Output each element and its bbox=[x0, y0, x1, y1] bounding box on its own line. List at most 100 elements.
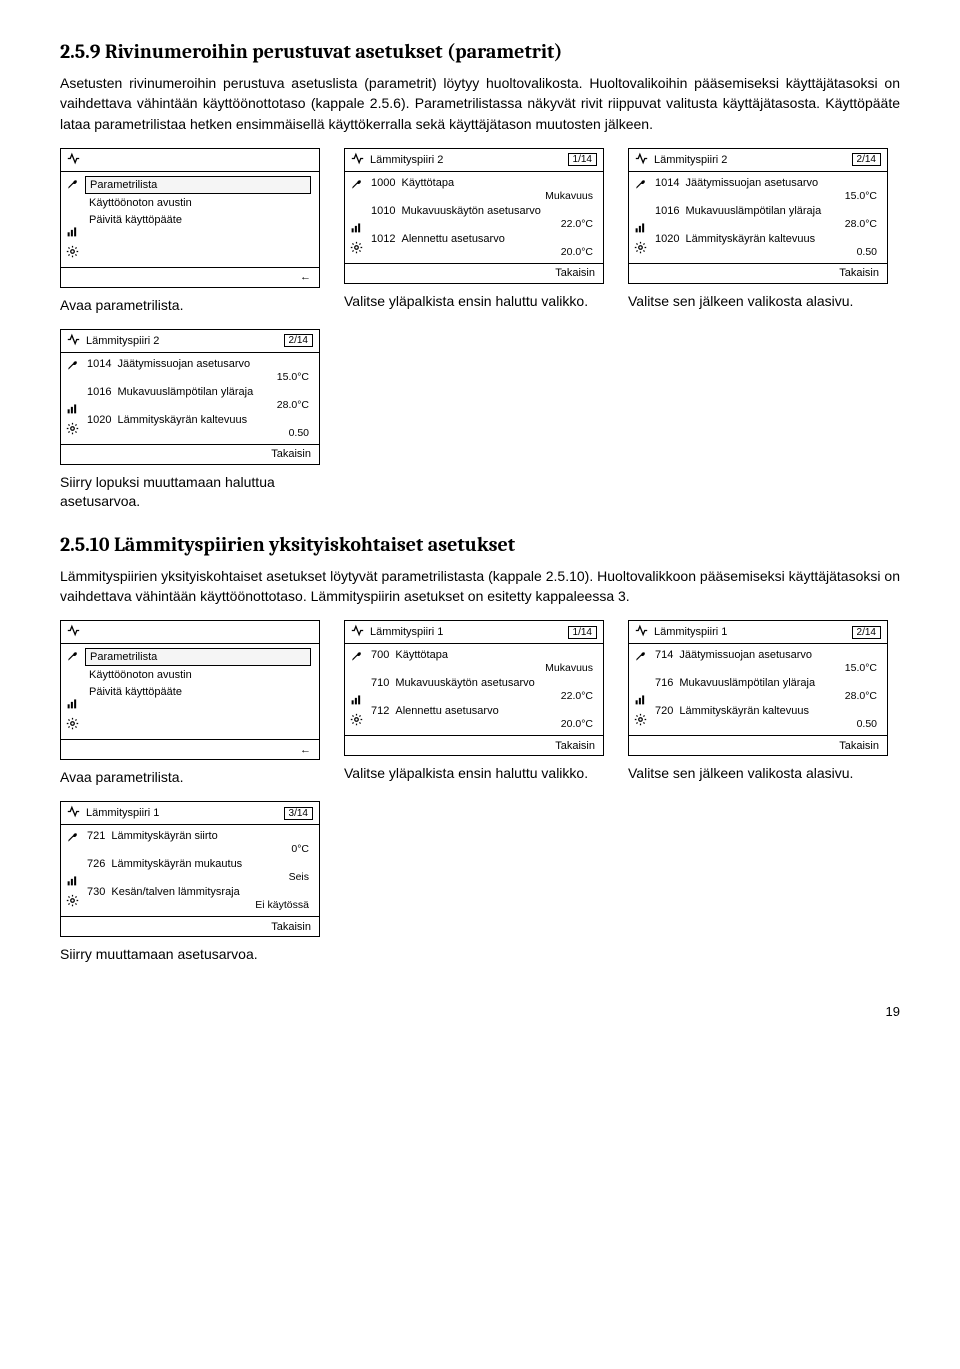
param-code: 720 bbox=[655, 705, 673, 717]
param-row[interactable]: 1000Käyttötapa bbox=[369, 176, 595, 190]
param-code: 1020 bbox=[655, 233, 679, 245]
param-label: Mukavuuslämpötilan yläraja bbox=[673, 677, 877, 689]
back-button[interactable]: Takaisin bbox=[271, 448, 311, 460]
wrench-icon bbox=[350, 177, 363, 195]
param-label: Lämmityskäyrän mukautus bbox=[105, 858, 309, 870]
param-row[interactable]: 1016Mukavuuslämpötilan yläraja bbox=[653, 204, 879, 218]
panel-lp2-p2-b: Lämmityspiiri 2 2/14 1014Jäätymissuojan … bbox=[60, 329, 320, 465]
back-button[interactable]: Takaisin bbox=[555, 740, 595, 752]
param-code: 700 bbox=[371, 649, 389, 661]
param-label: Käyttötapa bbox=[395, 177, 593, 189]
param-row[interactable]: 1020Lämmityskäyrän kaltevuus bbox=[653, 232, 879, 246]
pulse-icon bbox=[67, 805, 80, 821]
param-row[interactable]: 716Mukavuuslämpötilan yläraja bbox=[653, 676, 879, 690]
back-button[interactable]: Takaisin bbox=[555, 267, 595, 279]
caption-valitse-yla-2: Valitse yläpalkista ensin haluttu valikk… bbox=[344, 764, 604, 783]
param-value: 15.0°C bbox=[85, 371, 311, 383]
wrench-icon bbox=[350, 649, 363, 667]
bars-icon bbox=[66, 696, 79, 714]
panel-lp1-p2: Lämmityspiiri 1 2/14 714Jäätymissuojan a… bbox=[628, 620, 888, 756]
param-label: Mukavuuslämpötilan yläraja bbox=[679, 205, 877, 217]
param-label: Jäätymissuojan asetusarvo bbox=[111, 358, 309, 370]
menu-item-paivita[interactable]: Päivitä käyttöpääte bbox=[85, 212, 311, 228]
caption-valitse-sen-2: Valitse sen jälkeen valikosta alasivu. bbox=[628, 764, 888, 783]
back-arrow-icon[interactable]: ← bbox=[300, 271, 311, 283]
gear-icon bbox=[66, 893, 79, 911]
panel-row-1: Parametrilista Käyttöönoton avustin Päiv… bbox=[60, 148, 900, 315]
param-label: Lämmityskäyrän kaltevuus bbox=[673, 705, 877, 717]
param-value: Ei käytössä bbox=[85, 899, 311, 911]
pulse-icon bbox=[67, 333, 80, 349]
param-label: Alennettu asetusarvo bbox=[389, 705, 593, 717]
param-value: 15.0°C bbox=[653, 662, 879, 674]
param-value: Mukavuus bbox=[369, 190, 595, 202]
gear-icon bbox=[634, 240, 647, 258]
panel-lp1-p1: Lämmityspiiri 1 1/14 700Käyttötapa Mukav… bbox=[344, 620, 604, 756]
param-row[interactable]: 712Alennettu asetusarvo bbox=[369, 704, 595, 718]
wrench-icon bbox=[634, 177, 647, 195]
back-button[interactable]: Takaisin bbox=[271, 921, 311, 933]
panel-parametrilista-2: Parametrilista Käyttöönoton avustin Päiv… bbox=[60, 620, 320, 760]
param-row[interactable]: 714Jäätymissuojan asetusarvo bbox=[653, 648, 879, 662]
panel-row-3: Parametrilista Käyttöönoton avustin Päiv… bbox=[60, 620, 900, 787]
param-value: 28.0°C bbox=[653, 690, 879, 702]
param-row[interactable]: 720Lämmityskäyrän kaltevuus bbox=[653, 704, 879, 718]
wrench-icon bbox=[66, 177, 79, 195]
pulse-icon bbox=[67, 624, 80, 640]
bars-icon bbox=[350, 220, 363, 238]
caption-valitse-sen-1: Valitse sen jälkeen valikosta alasivu. bbox=[628, 292, 888, 311]
pulse-icon bbox=[351, 624, 364, 640]
menu-item-kayttoonoton[interactable]: Käyttöönoton avustin bbox=[85, 195, 311, 211]
param-code: 1014 bbox=[87, 358, 111, 370]
panel-lp2-p2: Lämmityspiiri 2 2/14 1014Jäätymissuojan … bbox=[628, 148, 888, 284]
param-code: 1000 bbox=[371, 177, 395, 189]
param-code: 1012 bbox=[371, 233, 395, 245]
wrench-icon bbox=[66, 358, 79, 376]
back-button[interactable]: Takaisin bbox=[839, 740, 879, 752]
page-indicator: 2/14 bbox=[852, 153, 881, 166]
param-code: 710 bbox=[371, 677, 389, 689]
gear-icon bbox=[66, 421, 79, 439]
page-indicator: 1/14 bbox=[568, 153, 597, 166]
param-code: 726 bbox=[87, 858, 105, 870]
param-label: Jäätymissuojan asetusarvo bbox=[679, 177, 877, 189]
param-row[interactable]: 1010Mukavuuskäytön asetusarvo bbox=[369, 204, 595, 218]
panel-title: Lämmityspiiri 1 bbox=[86, 807, 278, 819]
wrench-icon bbox=[66, 649, 79, 667]
panel-lp1-p3: Lämmityspiiri 1 3/14 721Lämmityskäyrän s… bbox=[60, 801, 320, 937]
menu-item-parametrilista[interactable]: Parametrilista bbox=[85, 648, 311, 666]
menu-item-paivita[interactable]: Päivitä käyttöpääte bbox=[85, 684, 311, 700]
gear-icon bbox=[350, 712, 363, 730]
menu-item-kayttoonoton[interactable]: Käyttöönoton avustin bbox=[85, 667, 311, 683]
param-row[interactable]: 1020Lämmityskäyrän kaltevuus bbox=[85, 413, 311, 427]
section-para-259: Asetusten rivinumeroihin perustuva asetu… bbox=[60, 73, 900, 134]
panel-title: Lämmityspiiri 2 bbox=[86, 335, 278, 347]
param-row[interactable]: 1012Alennettu asetusarvo bbox=[369, 232, 595, 246]
caption-avaa-2: Avaa parametrilista. bbox=[60, 768, 320, 787]
wrench-icon bbox=[634, 649, 647, 667]
param-row[interactable]: 700Käyttötapa bbox=[369, 648, 595, 662]
back-button[interactable]: Takaisin bbox=[839, 267, 879, 279]
panel-row-4: Lämmityspiiri 1 3/14 721Lämmityskäyrän s… bbox=[60, 801, 900, 964]
param-row[interactable]: 1014Jäätymissuojan asetusarvo bbox=[85, 357, 311, 371]
param-code: 1020 bbox=[87, 414, 111, 426]
param-row[interactable]: 710Mukavuuskäytön asetusarvo bbox=[369, 676, 595, 690]
pulse-icon bbox=[635, 624, 648, 640]
param-code: 714 bbox=[655, 649, 673, 661]
param-row[interactable]: 1014Jäätymissuojan asetusarvo bbox=[653, 176, 879, 190]
pulse-icon bbox=[635, 152, 648, 168]
back-arrow-icon[interactable]: ← bbox=[300, 744, 311, 756]
param-label: Lämmityskäyrän kaltevuus bbox=[679, 233, 877, 245]
param-label: Mukavuuslämpötilan yläraja bbox=[111, 386, 309, 398]
param-row[interactable]: 1016Mukavuuslämpötilan yläraja bbox=[85, 385, 311, 399]
param-row[interactable]: 721Lämmityskäyrän siirto bbox=[85, 829, 311, 843]
gear-icon bbox=[66, 716, 79, 734]
param-value: Mukavuus bbox=[369, 662, 595, 674]
param-row[interactable]: 730Kesän/talven lämmitysraja bbox=[85, 885, 311, 899]
menu-item-parametrilista[interactable]: Parametrilista bbox=[85, 176, 311, 194]
caption-valitse-yla-1: Valitse yläpalkista ensin haluttu valikk… bbox=[344, 292, 604, 311]
param-row[interactable]: 726Lämmityskäyrän mukautus bbox=[85, 857, 311, 871]
param-value: 0°C bbox=[85, 843, 311, 855]
param-code: 712 bbox=[371, 705, 389, 717]
section-para-2510: Lämmityspiirien yksityiskohtaiset asetuk… bbox=[60, 566, 900, 607]
